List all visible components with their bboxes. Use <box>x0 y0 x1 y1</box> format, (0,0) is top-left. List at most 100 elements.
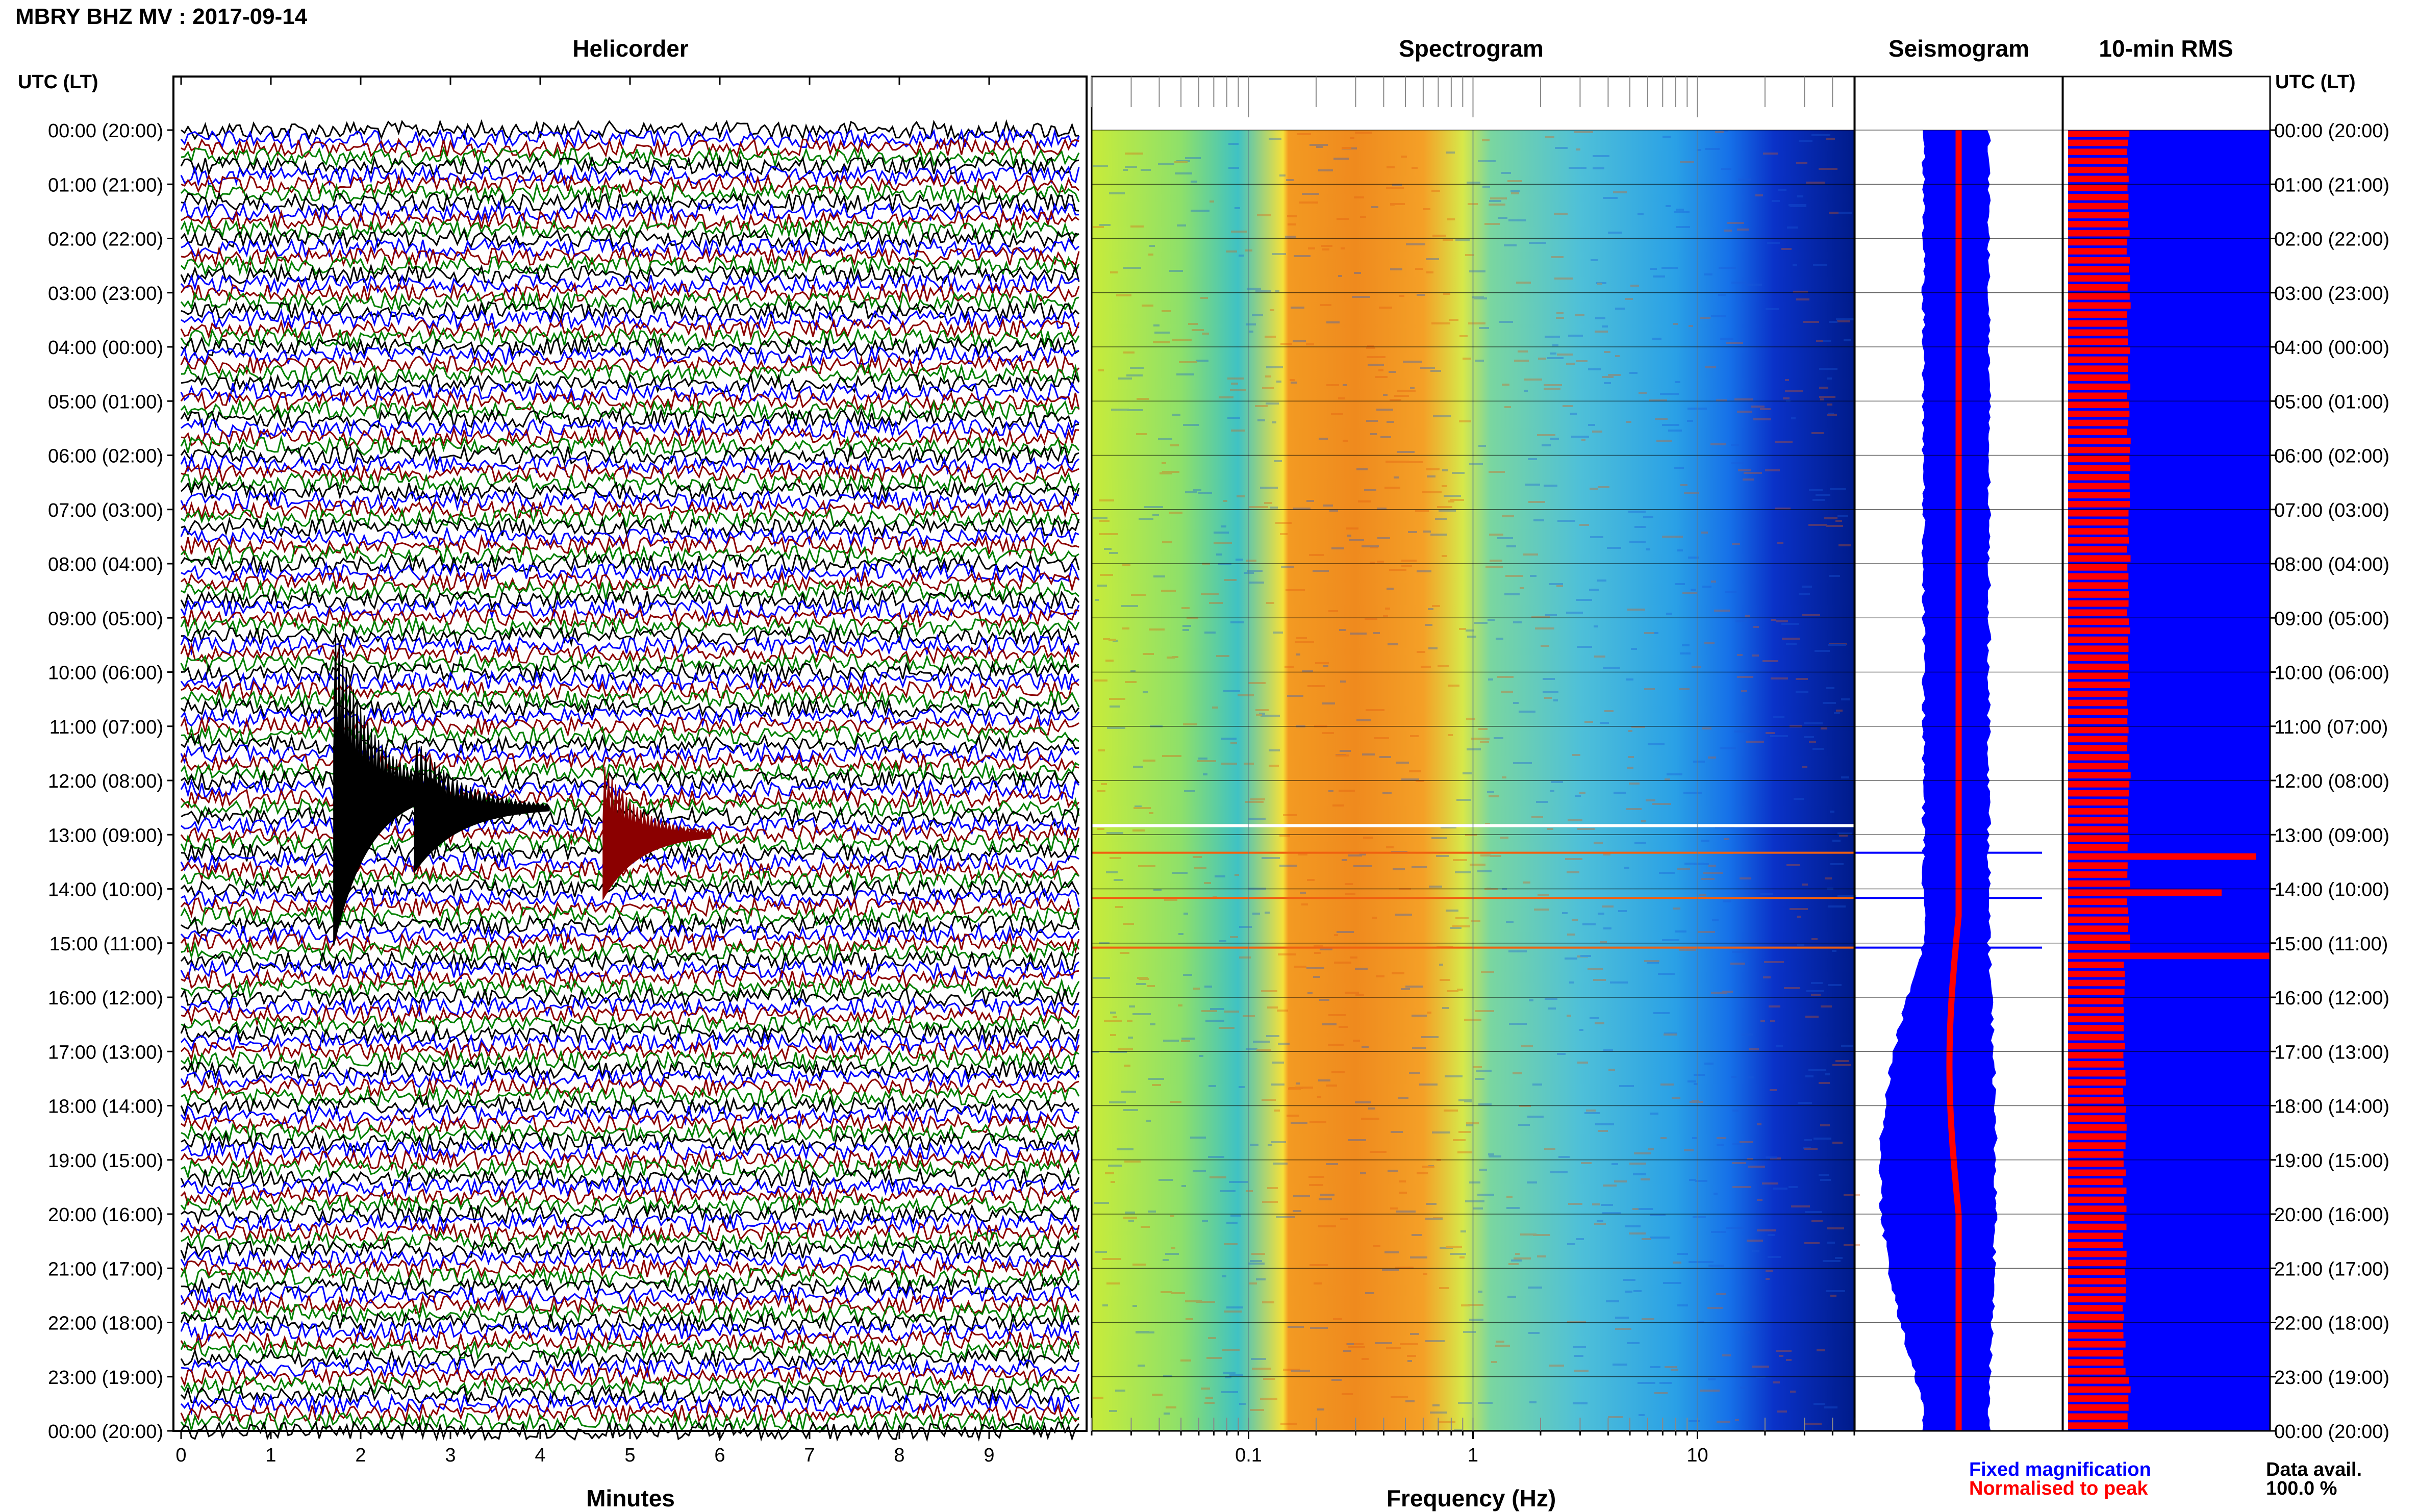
spectrogram-speck <box>1548 1007 1556 1010</box>
spectrogram-speck <box>1338 397 1345 399</box>
spectrogram-speck <box>1844 339 1851 341</box>
spectrogram-speck <box>1804 1148 1818 1150</box>
spectrogram-speck <box>1174 161 1188 163</box>
spectrogram-speck <box>1541 645 1549 647</box>
spectrogram-speck <box>1203 773 1207 775</box>
spectrogram-speck <box>1762 660 1778 662</box>
spectrogram-speck <box>1508 1263 1519 1265</box>
spectrogram-speck <box>1115 1390 1125 1392</box>
spectrogram-speck <box>1366 709 1384 711</box>
spectrogram-speck <box>1544 384 1562 386</box>
spectrogram-speck <box>1251 1358 1266 1360</box>
spectrogram-speck <box>1219 940 1226 942</box>
spectrogram-speck <box>1626 678 1633 681</box>
spectrogram-speck <box>1675 381 1680 383</box>
rms-bar <box>2068 465 2131 471</box>
rms-bar <box>2068 1052 2124 1059</box>
spectrogram-speck <box>1576 599 1592 601</box>
spectrogram-speck <box>1829 643 1847 645</box>
spectrogram-speck <box>1662 424 1679 426</box>
spectrogram-speck <box>1680 161 1694 163</box>
spectrogram-speck <box>1190 1137 1206 1139</box>
helicorder-trace <box>180 1167 1080 1190</box>
spectrogram-speck <box>1802 586 1812 588</box>
rms-bar <box>2068 745 2127 751</box>
spectrogram-speck <box>1286 179 1294 181</box>
helicorder-trace <box>180 633 1079 657</box>
spectrogram-speck <box>1302 193 1319 195</box>
spectrogram-speck <box>1250 798 1265 800</box>
spectrogram-speck <box>1740 1387 1747 1389</box>
spectrogram-speck <box>1655 418 1668 420</box>
helicorder-x-tick-label: 0 <box>175 1445 186 1466</box>
spectrogram-speck <box>1819 396 1835 398</box>
helicorder-trace <box>181 1121 1080 1144</box>
spectrogram-speck <box>1287 1115 1299 1117</box>
spectrogram-speck <box>1442 469 1448 471</box>
spectrogram-speck <box>1139 518 1153 520</box>
spectrogram-speck <box>1158 163 1174 165</box>
spectrogram-speck <box>1319 1198 1332 1200</box>
spectrogram-speck <box>1828 905 1846 908</box>
spectrogram-speck <box>1377 561 1384 563</box>
spectrogram-speck <box>1407 1355 1416 1357</box>
helicorder-trace <box>181 191 1079 213</box>
spectrogram-speck <box>1660 1083 1674 1086</box>
spectrogram-speck <box>1328 790 1333 792</box>
spectrogram-speck <box>1417 570 1431 572</box>
spectrogram-speck <box>1689 1179 1696 1181</box>
spectrogram-speck <box>1256 1278 1266 1280</box>
spectrogram-speck <box>1476 1070 1492 1072</box>
rms-bar <box>2068 419 2129 426</box>
spectrogram-speck <box>1124 1065 1130 1067</box>
spectrogram-speck <box>1459 1256 1465 1258</box>
spectrogram-speck <box>1099 224 1111 226</box>
helicorder-trace <box>180 778 1080 801</box>
spectrogram-speck <box>1355 132 1362 134</box>
spectrogram-speck <box>1204 632 1216 634</box>
spectrogram-speck <box>1576 360 1588 362</box>
spectrogram-speck <box>1674 536 1683 538</box>
spectrogram-speck <box>1627 767 1633 769</box>
spectrogram-speck <box>1181 1040 1190 1042</box>
spectrogram-speck <box>1804 722 1823 724</box>
spectrogram-speck <box>1458 1099 1472 1101</box>
spectrogram-speck <box>1519 711 1535 713</box>
rms-bar <box>2068 230 2130 237</box>
spectrogram-speck <box>1816 340 1823 342</box>
spectrogram-speck <box>1109 698 1125 700</box>
spectrogram-speck <box>1724 838 1729 840</box>
spectrogram-speck <box>1339 790 1355 792</box>
spectrogram-speck <box>1576 1238 1584 1240</box>
spectrogram-speck <box>1332 804 1344 807</box>
spectrogram-speck <box>1513 762 1532 764</box>
spectrogram-speck <box>1221 763 1237 765</box>
spectrogram-speck <box>1766 308 1779 310</box>
spectrogram-speck <box>1576 148 1580 150</box>
spectrogram-speck <box>1339 629 1346 631</box>
spectrogram-speck <box>1275 290 1279 292</box>
spectrogram-speck <box>1799 593 1810 595</box>
spectrogram-speck <box>1812 748 1824 750</box>
spectrogram-speck <box>1275 522 1292 524</box>
helicorder-trace <box>180 652 1079 674</box>
spectrogram-speck <box>1603 667 1620 669</box>
spectrogram-speck <box>1417 1172 1428 1174</box>
spectrogram-speck <box>1466 1124 1473 1126</box>
spectrogram-speck <box>1485 823 1490 825</box>
spectrogram-speck <box>1773 1188 1787 1190</box>
spectrogram-speck <box>1252 1368 1271 1370</box>
spectrogram-speck <box>1665 778 1670 780</box>
spectrogram-speck <box>1201 593 1219 595</box>
spectrogram-speck <box>1266 402 1279 405</box>
spectrogram-speck <box>1423 208 1430 210</box>
rms-bar <box>2068 311 2127 318</box>
spectrogram-speck <box>1098 369 1104 371</box>
rms-bar <box>2068 889 2222 896</box>
spectrogram-speck <box>1549 583 1563 585</box>
spectrogram-speck <box>1412 1015 1427 1017</box>
spectrogram-speck <box>1551 781 1563 783</box>
spectrogram-speck <box>1704 1063 1714 1065</box>
spectrogram-speck <box>1588 368 1601 370</box>
helicorder-trace <box>180 742 1079 765</box>
